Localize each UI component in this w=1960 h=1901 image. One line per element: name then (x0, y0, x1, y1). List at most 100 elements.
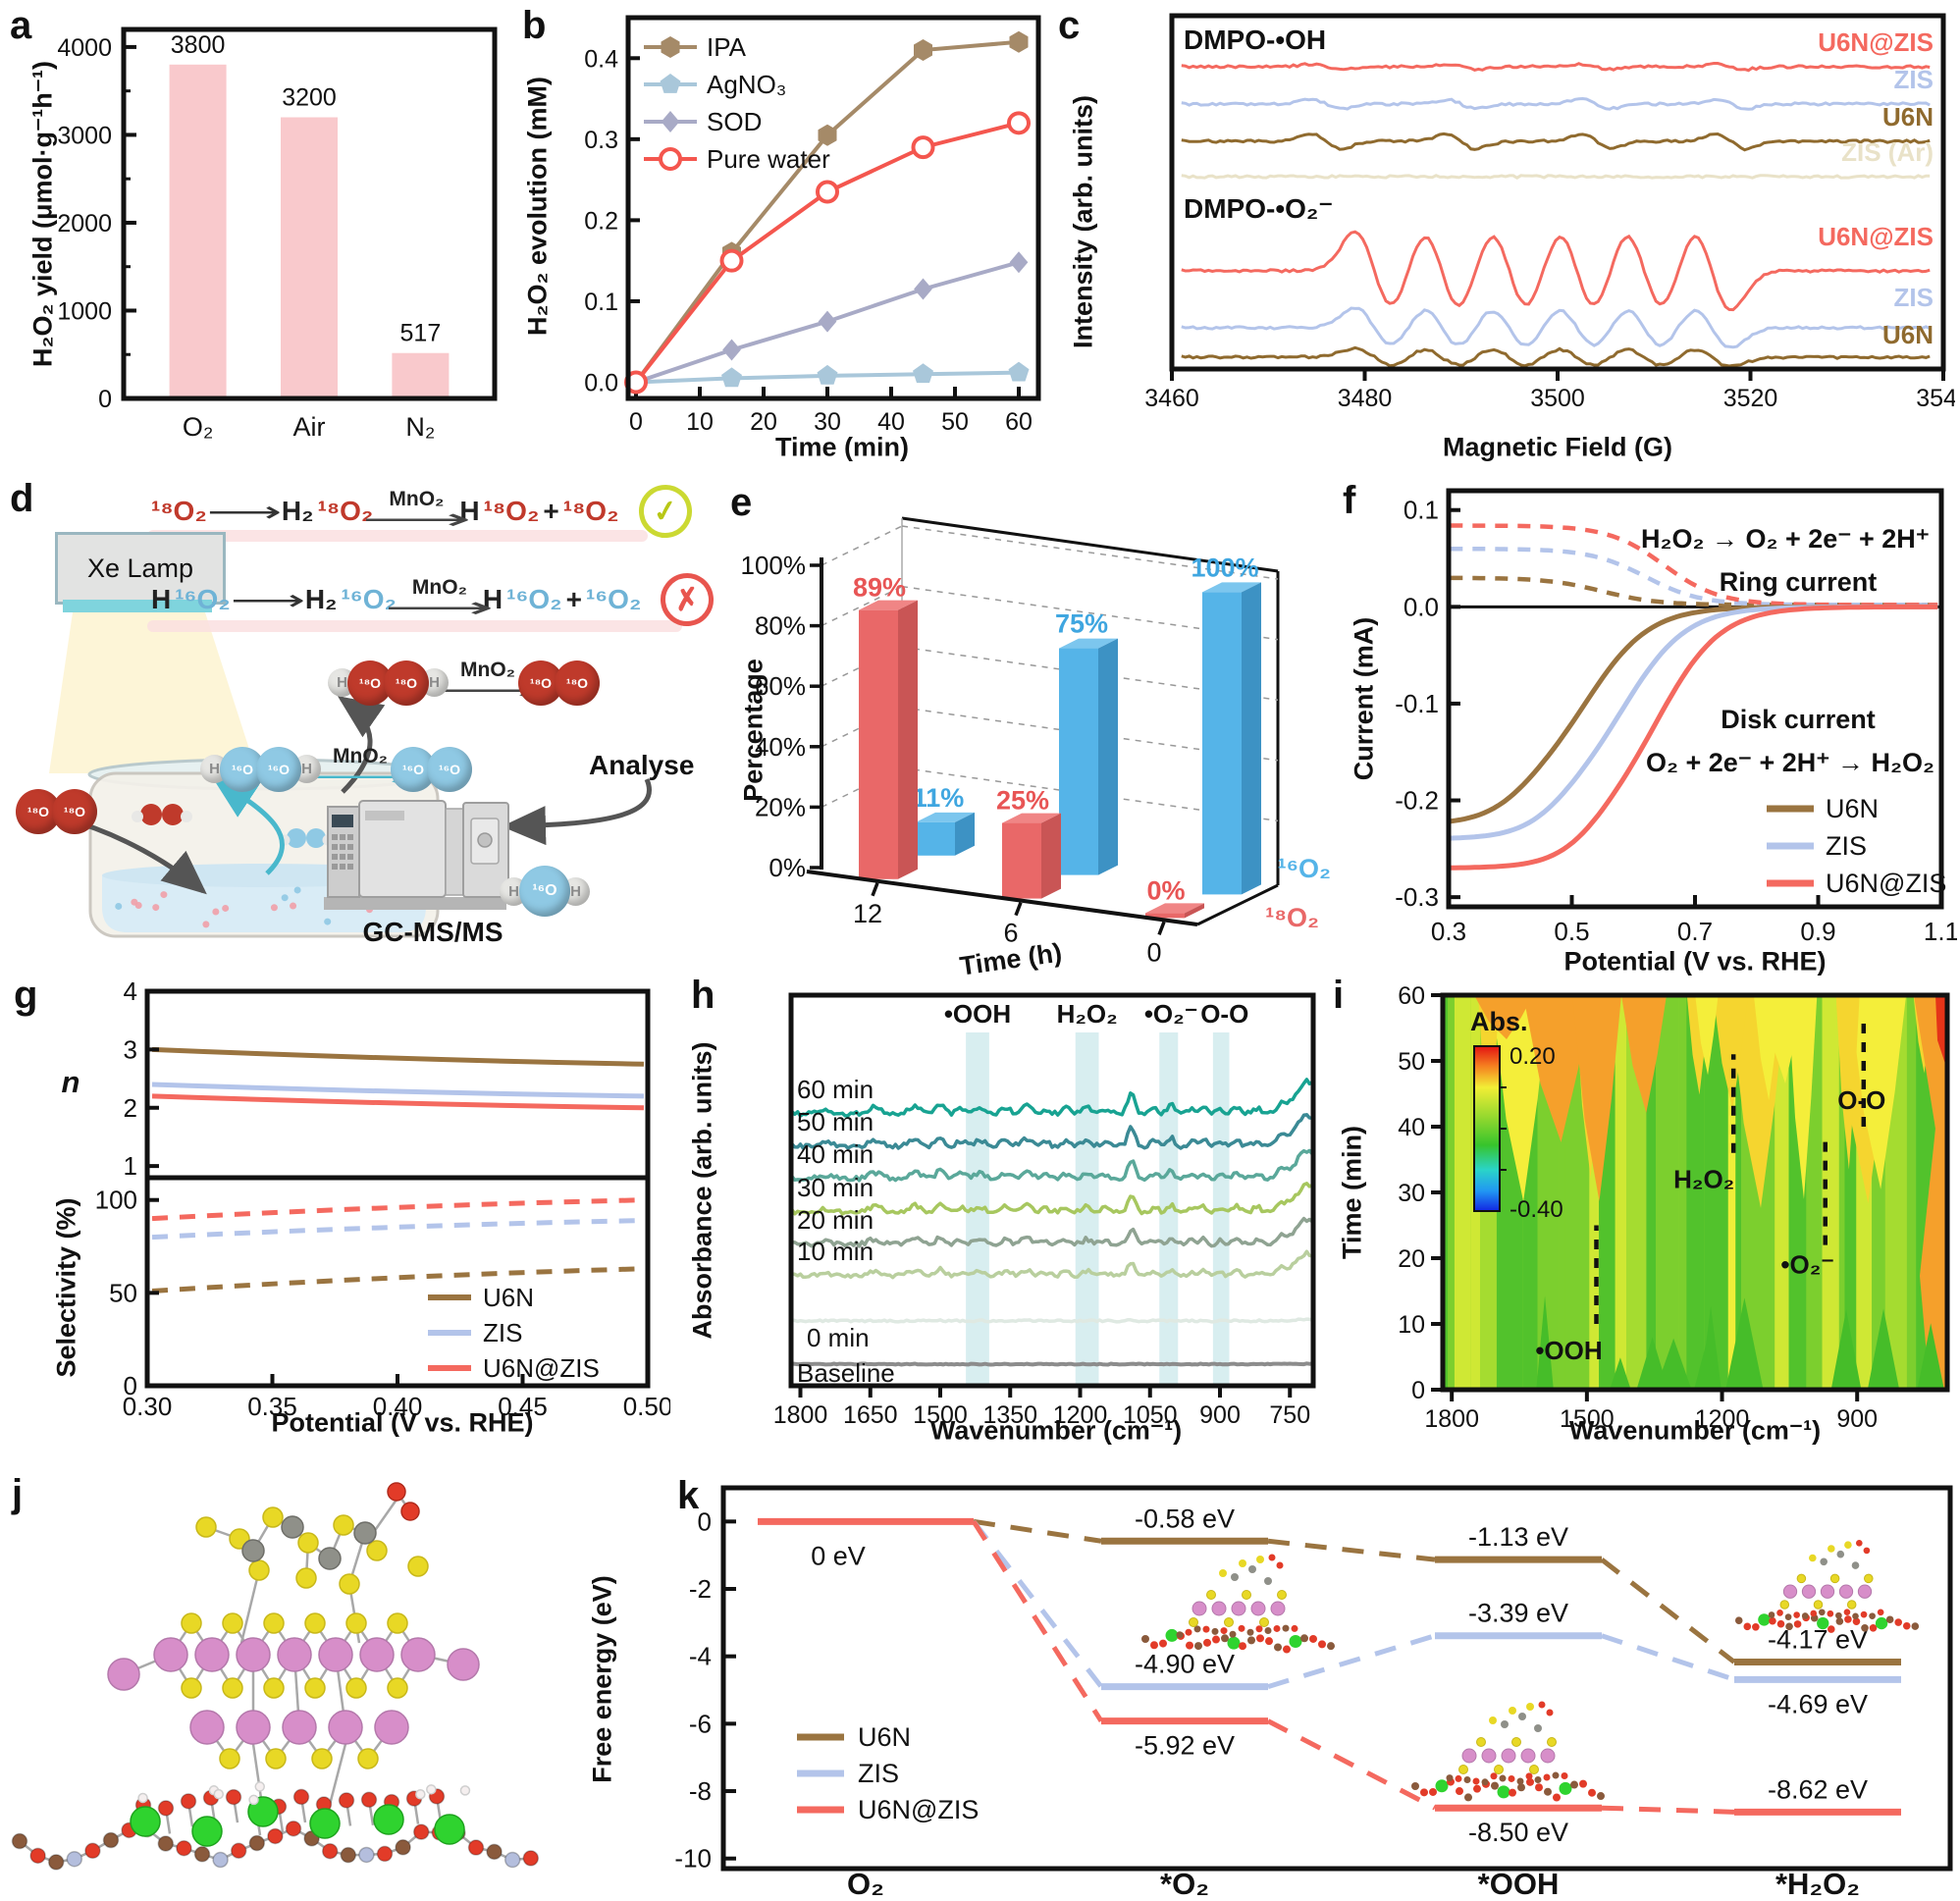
bar3d-chart: 11% 75% 100% 89% 25% 0% 0% 20% 40% 60% 80% 100% 12 6 0… (741, 516, 1331, 967)
svg-text:0.4: 0.4 (584, 45, 618, 73)
svg-text:U6N@ZIS: U6N@ZIS (858, 1795, 979, 1824)
arrow-icon: ⟶ (206, 496, 282, 527)
analyse-label: Analyse (589, 750, 695, 780)
x-axis-label: Wavenumber (cm⁻¹) (1568, 1415, 1822, 1446)
h2-16o2-molecule-row: H ¹⁶O ¹⁶O H MnO₂ ⟶ ¹⁶O ¹⁶O (200, 746, 472, 792)
panel-letter-d: d (10, 477, 34, 520)
svg-text:1800: 1800 (1424, 1405, 1479, 1433)
highlight-swash (147, 620, 682, 632)
panel-letter-j: j (12, 1472, 24, 1515)
svg-text:-10: -10 (674, 1844, 712, 1874)
epr-chart: DMPO-•OH U6N@ZIS ZIS U6N ZIS (Ar) DMPO-•O₂⁻ U6… (1144, 13, 1955, 412)
gcms-label: GC-MS/MS (362, 917, 503, 947)
svg-text:10 min: 10 min (797, 1237, 874, 1266)
svg-text:3800: 3800 (171, 31, 226, 59)
svg-text:*H₂O₂: *H₂O₂ (1775, 1867, 1860, 1897)
species: ¹⁶O₂ (506, 584, 562, 614)
species: ¹⁶O₂ (585, 584, 642, 614)
species: ¹⁶O₂ (341, 584, 397, 614)
svg-text:O₂: O₂ (183, 412, 213, 442)
svg-text:0.3: 0.3 (1431, 917, 1466, 946)
mno2-arrow: MnO₂ ⟶ (305, 745, 415, 792)
water-molecule: H ¹⁶O H (500, 866, 590, 917)
svg-text:-4.90 eV: -4.90 eV (1135, 1650, 1235, 1679)
y-axis-label: Intensity (arb. units) (1068, 94, 1098, 349)
svg-text:60 min: 60 min (797, 1075, 874, 1104)
line-chart: 0 10 20 30 40 50 60 0.0 0.1 0.2 0.3 0.4 IPA AgNO₃ SOD P… (584, 15, 1041, 436)
svg-text:U6N@ZIS: U6N@ZIS (1818, 27, 1934, 57)
svg-text:ZIS: ZIS (1894, 283, 1934, 312)
svg-text:-8: -8 (689, 1776, 712, 1806)
svg-text:Disk current: Disk current (1721, 705, 1876, 734)
svg-text:3520: 3520 (1723, 385, 1778, 412)
svg-text:0: 0 (98, 386, 112, 413)
svg-text:40: 40 (877, 408, 905, 436)
svg-text:0 eV: 0 eV (811, 1541, 866, 1570)
line-chart: 1 2 3 4 0 50 100 0.30 0.35 0.40 0.45 0.50 U6N ZIS U6N@… (95, 981, 670, 1421)
svg-text:3500: 3500 (1530, 385, 1585, 412)
y-axis-label: H₂O₂ evolution (mM) (522, 77, 553, 336)
energy-diagram: 0 eV -0.58 eV -1.13 eV -4.17 eV -4.90 eV -3.3… (674, 1485, 1953, 1897)
cross-icon: ✗ (657, 569, 717, 630)
free-18o2-molecule: ¹⁸O ¹⁸O (16, 789, 97, 834)
catalyst-label: MnO₂ (389, 487, 445, 510)
panel-letter-i: i (1333, 974, 1345, 1017)
plus-sign: + (543, 496, 559, 526)
svg-text:900: 900 (1836, 1405, 1878, 1433)
species: H (151, 584, 172, 614)
svg-text:-6: -6 (689, 1709, 712, 1738)
svg-text:750: 750 (1269, 1401, 1310, 1429)
svg-text:-3.39 eV: -3.39 eV (1468, 1599, 1568, 1628)
svg-text:0.50: 0.50 (623, 1392, 670, 1421)
svg-text:H₂O₂ → O₂ + 2e⁻ + 2H⁺: H₂O₂ → O₂ + 2e⁻ + 2H⁺ (1641, 524, 1930, 554)
svg-text:AgNO₃: AgNO₃ (707, 70, 786, 99)
svg-text:1.1: 1.1 (1924, 917, 1957, 946)
svg-text:3200: 3200 (282, 84, 337, 112)
svg-text:0.30: 0.30 (123, 1392, 173, 1421)
o18-atom: ¹⁸O (518, 660, 563, 706)
mno2-arrow: MnO₂ ⟶ (433, 660, 543, 706)
svg-text:U6N: U6N (1882, 102, 1934, 132)
svg-text:O-O: O-O (1200, 999, 1248, 1029)
panel-letter-b: b (522, 4, 547, 47)
x-axis-label: Wavenumber (cm⁻¹) (929, 1415, 1183, 1446)
svg-text:0: 0 (698, 1506, 712, 1536)
svg-text:ZIS: ZIS (1826, 831, 1867, 861)
svg-text:0.2: 0.2 (584, 207, 618, 235)
panel-letter-e: e (730, 481, 753, 524)
svg-text:-5.92 eV: -5.92 eV (1135, 1731, 1235, 1761)
svg-text:-0.40: -0.40 (1510, 1196, 1563, 1223)
svg-text:0.40: 0.40 (373, 1392, 423, 1421)
svg-text:3: 3 (124, 1034, 137, 1064)
species: H₂ (281, 496, 314, 526)
panel-g-electron-number-selectivity: 1 2 3 4 0 50 100 0.30 0.35 0.40 0.45 0.50 U6N ZIS U6N@… (27, 981, 671, 1443)
svg-text:1500: 1500 (1560, 1405, 1615, 1433)
x-axis-label: Magnetic Field (G) (1442, 432, 1673, 462)
svg-text:1: 1 (124, 1151, 137, 1181)
svg-text:50: 50 (1398, 1048, 1425, 1076)
highlight-swash (147, 530, 648, 542)
species: H (459, 496, 480, 526)
svg-text:ZIS: ZIS (483, 1318, 522, 1347)
arrow-icon: ⟶ (230, 584, 305, 615)
catalyst-label: MnO₂ (333, 745, 388, 767)
svg-text:SOD: SOD (707, 107, 762, 136)
svg-text:1000: 1000 (57, 297, 112, 325)
svg-text:60: 60 (1398, 982, 1425, 1010)
svg-text:10: 10 (1398, 1311, 1425, 1339)
svg-text:U6N@ZIS: U6N@ZIS (1826, 869, 1946, 898)
svg-text:-2: -2 (689, 1574, 712, 1604)
species: ¹⁸O₂ (151, 496, 207, 526)
svg-text:50: 50 (941, 408, 969, 436)
svg-text:20 min: 20 min (797, 1205, 874, 1235)
svg-text:40 min: 40 min (797, 1139, 874, 1169)
svg-text:U6N@ZIS: U6N@ZIS (1818, 222, 1934, 251)
panel-h-ftir-spectra: •OOH H₂O₂ •O₂⁻ O-O 60 min 50 min 40 min 30 min 2… (675, 981, 1325, 1446)
o16-atom: ¹⁶O (427, 746, 472, 792)
svg-text:ZIS (Ar): ZIS (Ar) (1841, 137, 1934, 167)
svg-text:•O₂⁻: •O₂⁻ (1144, 999, 1198, 1029)
svg-text:ZIS: ZIS (858, 1759, 899, 1788)
svg-text:•O₂⁻: •O₂⁻ (1780, 1250, 1834, 1280)
svg-text:-1.13 eV: -1.13 eV (1468, 1522, 1568, 1552)
